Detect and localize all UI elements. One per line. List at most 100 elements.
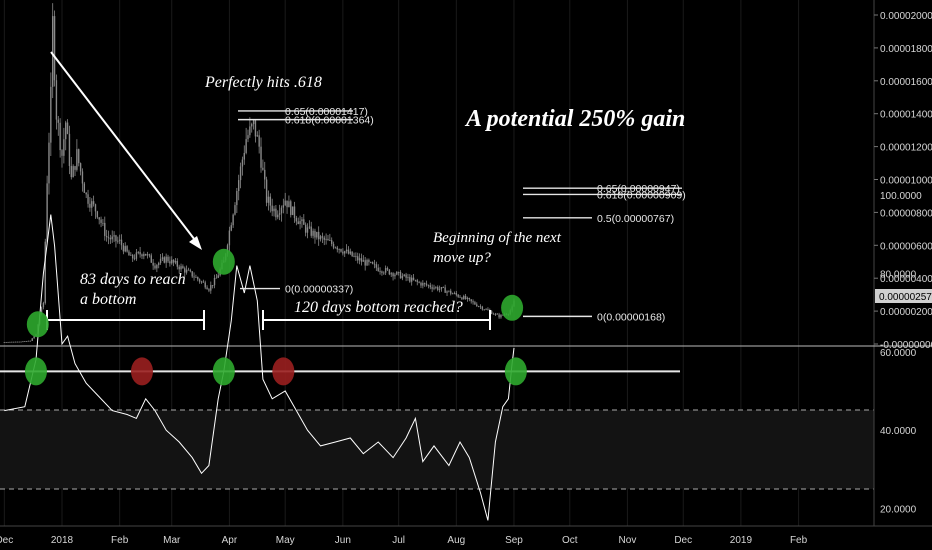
candle-body — [137, 252, 139, 253]
candle-body — [459, 296, 461, 298]
candle-body — [208, 289, 210, 291]
price-axis-label: -0.00000000 — [880, 340, 932, 351]
candle-body — [159, 258, 162, 263]
annotation-83-days-line1: 83 days to reach — [80, 271, 186, 288]
candle-body — [314, 230, 316, 238]
candle-body — [3, 342, 6, 343]
candle-body — [416, 280, 418, 282]
candle-body — [5, 342, 7, 343]
candle-body — [182, 266, 184, 269]
candle-body — [239, 166, 242, 181]
candle-body — [91, 201, 93, 208]
time-axis-label: Aug — [447, 535, 465, 546]
candle-body — [118, 239, 121, 241]
candle-body — [52, 16, 54, 87]
candle-body — [65, 122, 67, 140]
candle-body — [115, 235, 117, 242]
candle-body — [171, 259, 173, 264]
time-axis: Dec 2018 Feb Mar Apr May Jun Jul Aug Sep Oct Nov Dec… — [0, 535, 808, 546]
candle-body — [381, 271, 383, 273]
time-axis-label: May — [276, 535, 295, 546]
candle-body — [414, 279, 417, 281]
candle-body — [241, 159, 244, 167]
candle-body — [425, 283, 428, 286]
candle-body — [345, 249, 348, 252]
candle-body — [72, 166, 74, 178]
candle-body — [379, 271, 381, 272]
candle-body — [394, 274, 396, 277]
candle-body — [44, 241, 46, 303]
candle-body — [329, 240, 331, 242]
candle-body — [174, 261, 177, 263]
oscillator-signal-marker — [504, 357, 527, 386]
candle-body — [66, 122, 69, 134]
candle-body — [172, 259, 175, 263]
candle-body — [446, 291, 448, 293]
candle-body — [29, 340, 32, 342]
candle-body — [12, 341, 15, 343]
candle-body — [388, 269, 391, 275]
price-axis-label: 0.00001400 — [880, 110, 932, 121]
candle-body — [264, 169, 266, 180]
candle-body — [286, 200, 288, 208]
candle-body — [122, 245, 125, 252]
time-axis-label: Jul — [392, 535, 405, 546]
candle-body — [483, 309, 485, 311]
candle-body — [180, 266, 182, 270]
time-axis-label: Feb — [111, 535, 129, 546]
candle-body — [202, 281, 205, 283]
price-signal-marker — [501, 294, 524, 321]
time-axis-label: Feb — [790, 535, 808, 546]
annotation-next-move-line1: Beginning of the next — [433, 230, 562, 246]
candle-body — [16, 341, 19, 343]
candle-body — [303, 219, 305, 225]
candle-body — [375, 264, 378, 268]
annotation-120-days: 120 days bottom reached? — [294, 299, 463, 316]
candle-body — [442, 287, 444, 288]
candle-body — [319, 236, 322, 240]
candle-body — [234, 205, 236, 215]
candle-body — [334, 247, 337, 249]
candle-body — [494, 313, 497, 315]
candle-body — [290, 201, 292, 215]
candle-body — [377, 267, 379, 272]
candle-body — [83, 183, 86, 193]
annotation-potential-gain: A potential 250% gain — [464, 106, 685, 132]
candle-body — [438, 288, 441, 290]
candle-body — [211, 285, 214, 286]
candle-body — [299, 221, 301, 225]
candle-body — [61, 150, 63, 156]
candle-body — [78, 149, 80, 164]
oscillator-axis-label: 80.0000 — [880, 269, 917, 280]
candle-body — [360, 258, 363, 262]
candle-body — [50, 86, 52, 143]
candle-body — [293, 206, 296, 218]
candle-body — [104, 222, 106, 236]
candle-body — [476, 304, 478, 307]
candle-body — [457, 294, 459, 297]
oscillator-axis-label: 20.0000 — [880, 505, 917, 516]
price-axis-label: 0.00000200 — [880, 307, 932, 318]
candle-body — [392, 273, 394, 277]
bracket-120-days — [262, 310, 491, 330]
candle-body — [20, 341, 22, 343]
candle-body — [107, 237, 110, 239]
candle-body — [474, 302, 476, 305]
candle-body — [193, 276, 195, 278]
candle-body — [139, 252, 141, 255]
candle-body — [368, 259, 370, 263]
candle-body — [131, 254, 134, 259]
candle-body — [87, 194, 89, 204]
candle-body — [113, 235, 115, 237]
candle-body — [405, 274, 407, 278]
candle-body — [68, 133, 71, 167]
candle-body — [310, 226, 312, 236]
candle-body — [117, 240, 119, 242]
candle-body — [407, 277, 409, 278]
candle-body — [422, 283, 424, 286]
candle-body — [383, 272, 385, 274]
candle-body — [243, 152, 245, 160]
candle-body — [373, 263, 376, 265]
candle-body — [105, 235, 108, 238]
candle-body — [191, 271, 193, 277]
